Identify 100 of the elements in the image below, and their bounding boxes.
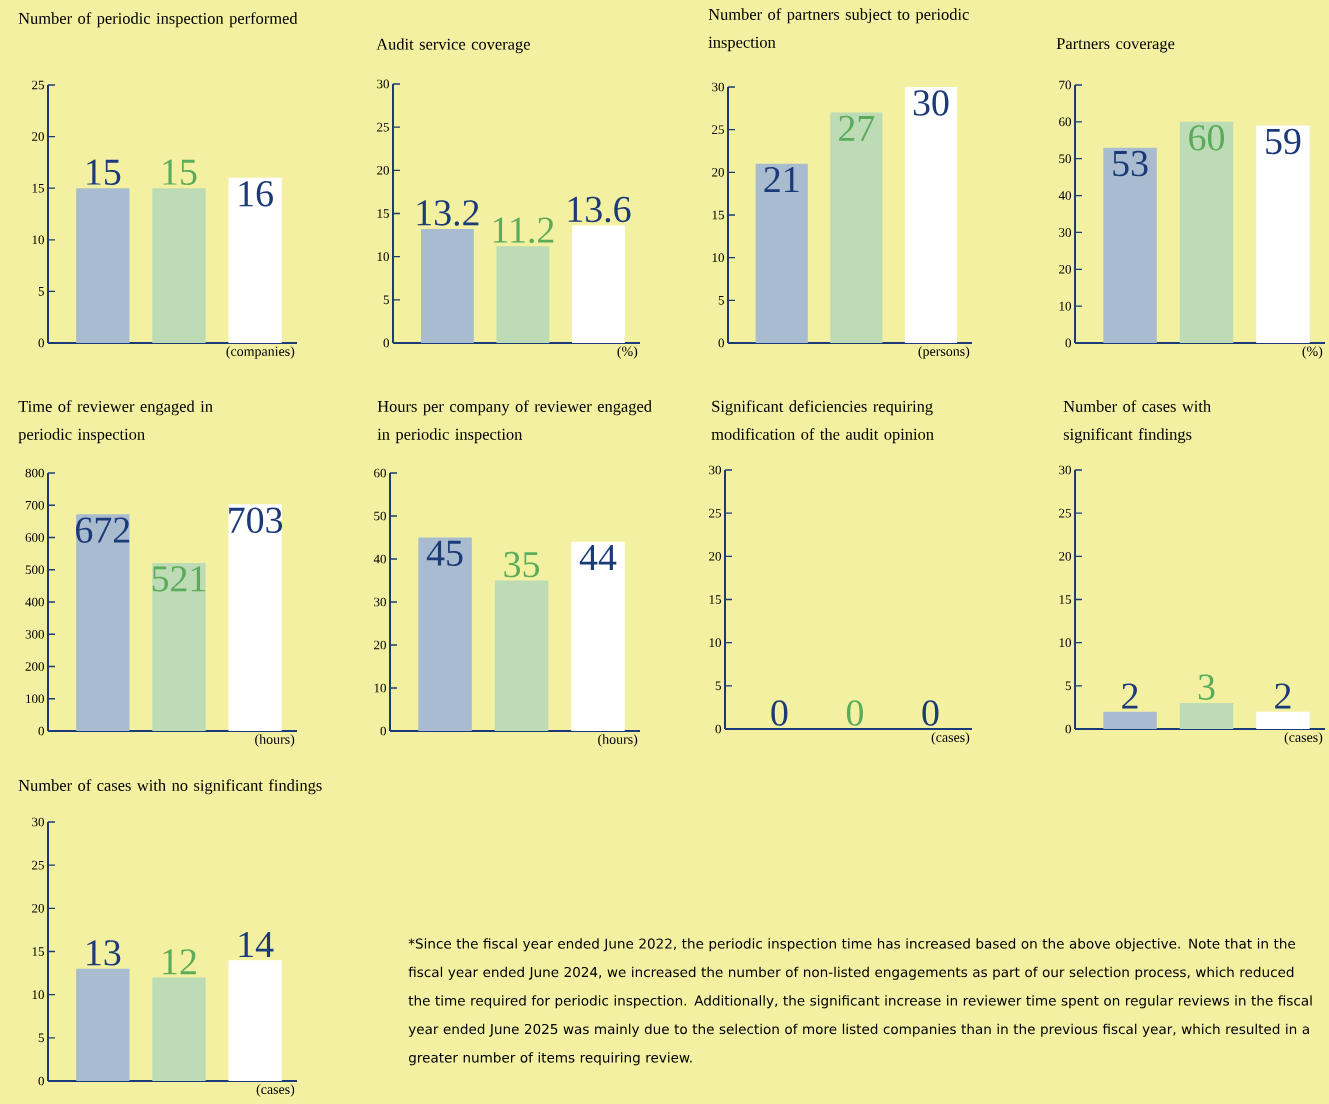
bar [755,163,808,343]
y-tick-label: 5 [1065,681,1071,691]
data-label: 0 [922,700,939,726]
chart-title: Partners coverage [1056,38,1175,53]
data-label: 13.2 [417,200,479,226]
text: *Since the fiscal year ended June 2022, the periodic inspection time has increased based on the above objective. Note that in the fiscal year ended June 2024, we increased the number of non-listed engagements as part of our selection process, which reduced the time required for periodic inspection. Additionally, the significant increase in reviewer time spent on regular reviews in the fiscal year ended June 2025 was mainly due to the selection of more listed companies than in the previous fiscal year, which resulted in a greater number of items requiring review. [408,938,1312,1066]
chart-title: Hours per company of reviewer engaged in periodic inspection [377,400,652,444]
y-tick-label: 50 [1059,154,1071,164]
y-tick-label: 10 [377,252,389,262]
y-tick-label: 0 [1065,724,1071,734]
y-tick-label: 15 [712,210,724,220]
data-label: 21 [764,166,799,193]
x-axis-title: (cases) [931,732,970,745]
chart-title: Number of partners subject to periodic inspection [708,8,969,52]
y-tick-label: 0 [38,726,44,736]
y-tick-label: 70 [1059,80,1071,90]
y-tick-label: 30 [32,817,44,827]
bar [571,541,625,731]
bar [1256,125,1310,343]
bar [76,514,130,731]
bar [1179,121,1234,343]
data-label: 30 [913,90,949,116]
y-tick-label: 10 [712,253,724,263]
data-label: 0 [846,700,863,726]
y-tick-label: 15 [377,209,389,218]
y-tick-label: 100 [26,694,44,704]
y-tick-label: 20 [709,551,721,561]
y-tick-label: 40 [1058,191,1071,200]
x-axis-title: (hours) [598,734,638,747]
bar [152,562,206,731]
x-axis-title: (hours) [255,734,295,747]
bar [76,968,130,1081]
y-tick-label: 15 [709,595,721,604]
bar [1103,147,1157,343]
x-axis-title: (persons) [918,346,970,359]
bar [152,977,206,1081]
y-tick-label: 400 [25,597,44,607]
y-tick-label: 5 [383,295,389,305]
chart-title: Time of reviewer engaged in periodic inspection [18,400,213,444]
y-tick-label: 20 [1059,264,1071,274]
y-tick-label: 0 [1065,338,1071,348]
bar [904,86,958,343]
data-label: 2 [1122,683,1138,709]
bar [418,537,472,731]
y-tick-label: 600 [25,533,44,542]
y-tick-label: 0 [718,338,724,348]
y-tick-label: 50 [374,511,386,521]
y-tick-label: 60 [1059,117,1071,127]
bar [830,112,883,343]
x-axis-title: (cases) [1284,732,1323,745]
y-tick-label: 20 [374,640,386,650]
y-tick-label: 5 [715,681,721,691]
y-tick-label: 30 [1059,228,1071,237]
data-label: 35 [504,551,539,578]
y-tick-label: 15 [32,183,44,193]
y-tick-label: 300 [25,629,44,639]
y-tick-label: 10 [709,638,721,648]
data-label: 521 [152,566,206,592]
y-tick-label: 700 [25,500,44,510]
y-tick-label: 5 [38,287,44,296]
y-tick-label: 20 [712,167,724,177]
bar [494,580,549,731]
data-label: 59 [1266,128,1301,155]
data-label: 16 [239,181,273,207]
y-tick-label: 0 [38,1076,44,1086]
y-tick-label: 25 [1059,508,1071,518]
y-tick-label: 30 [1059,465,1071,475]
y-tick-label: 30 [377,79,389,89]
y-tick-label: 30 [374,597,386,607]
y-tick-label: 15 [32,947,44,956]
chart-title: Number of cases with no significant findings [18,779,322,795]
data-label: 15 [87,159,121,185]
chart-title: Audit service coverage [376,38,530,54]
y-tick-label: 30 [709,465,721,475]
bar [572,225,625,343]
y-tick-label: 30 [712,82,724,92]
x-axis-title: (%) [1302,346,1323,359]
data-label: 2 [1275,683,1291,709]
chart-title: Number of periodic inspection performed [18,12,298,28]
bar [496,246,550,343]
y-tick-label: 10 [1059,638,1071,648]
y-tick-label: 5 [718,296,724,305]
y-tick-label: 0 [380,726,386,736]
data-label: 3 [1198,674,1215,700]
y-tick-label: 20 [32,132,44,141]
data-label: 14 [239,931,274,957]
data-label: 11.2 [493,217,554,244]
x-axis-title: (%) [617,346,638,359]
y-tick-label: 25 [709,508,721,518]
y-tick-label: 25 [32,860,44,870]
data-label: 703 [229,507,283,534]
y-tick-label: 25 [377,122,389,132]
data-label: 27 [839,115,875,141]
y-tick-label: 500 [25,565,44,575]
y-tick-label: 25 [712,125,724,135]
y-tick-label: 20 [32,903,44,913]
x-axis-title: (companies) [226,346,295,359]
data-label: 45 [426,540,463,566]
y-tick-label: 25 [32,80,44,90]
chart-title: Significant deficiencies requiring modification of the audit opinion [711,400,934,444]
